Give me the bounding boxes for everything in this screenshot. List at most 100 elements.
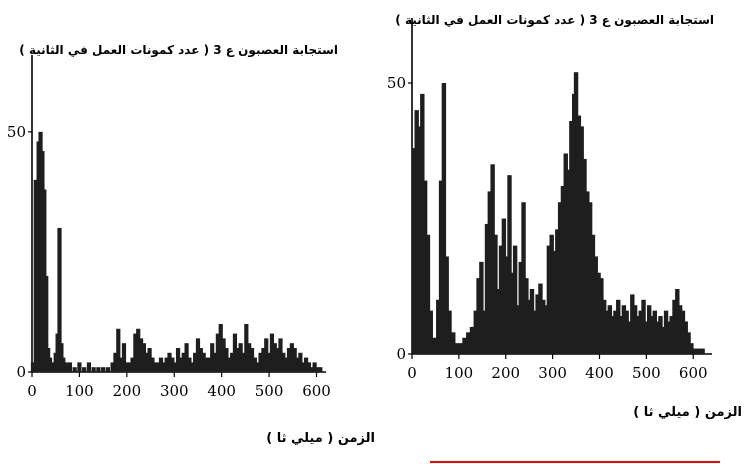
chart-left-bar: [57, 227, 62, 372]
chart-right-bar: [535, 294, 540, 354]
chart-left-bar: [218, 323, 223, 372]
chart-right-bar: [644, 321, 649, 354]
chart-left-bar: [227, 357, 232, 372]
chart-left-x-tick-label: 400: [207, 382, 236, 400]
chart-right-bar: [552, 251, 557, 354]
chart-left-bar: [212, 352, 218, 372]
chart-right-bar: [582, 158, 587, 354]
chart-left-bar: [210, 343, 215, 372]
chart-right-bar: [510, 272, 515, 354]
chart-left-bar: [258, 352, 263, 372]
chart-left-bar: [144, 352, 149, 372]
chart-left-bar: [150, 357, 155, 372]
chart-left-bar: [91, 367, 96, 372]
chart-left-bar: [47, 357, 53, 372]
chart-right-bar: [476, 278, 481, 354]
chart-left-bar: [204, 357, 209, 372]
chart-right-bar: [532, 310, 538, 354]
chart-left-bar: [255, 362, 260, 372]
chart-right-bar: [420, 93, 425, 355]
chart-right-bar: [601, 299, 607, 354]
chart-left-bar: [138, 338, 144, 372]
chart-left-bar: [252, 357, 257, 372]
chart-left-bar: [286, 347, 292, 372]
chart-right-bar: [607, 305, 613, 354]
chart-right-bar: [451, 332, 456, 354]
chart-right-bar: [621, 305, 627, 354]
chart-left-bar: [281, 352, 286, 372]
chart-right-bar: [610, 316, 615, 354]
chart-left-bar: [130, 357, 135, 372]
chart-left-bar: [77, 362, 82, 372]
chart-left-bar: [241, 352, 246, 372]
chart-right-bar: [462, 337, 467, 354]
chart-left-bar: [195, 338, 201, 372]
chart-left-bar: [315, 367, 320, 372]
chart-left-bar: [101, 367, 106, 372]
chart-left-bar: [272, 343, 277, 372]
chart-left-bar: [224, 347, 229, 372]
chart-right-bar: [526, 299, 532, 354]
chart-left-bar: [136, 328, 141, 372]
chart-right-bar: [585, 191, 590, 354]
chart-right-bar: [635, 316, 641, 354]
chart-left-title: استجابة العصبون ع 3 ( عدد كمونات العمل ف…: [19, 43, 338, 58]
chart-right-bar: [417, 126, 422, 354]
chart-right-bar: [560, 186, 566, 354]
chart-left-bar: [215, 333, 220, 372]
chart-left-bar: [64, 362, 69, 372]
chart-right-bar: [632, 305, 638, 354]
chart-right-x-tick-label: 400: [585, 364, 614, 382]
chart-right-bar: [697, 348, 703, 354]
chart-right-bar: [590, 234, 596, 354]
chart-right-bar: [627, 321, 632, 354]
chart-right-bar: [466, 332, 471, 354]
chart-right-bar: [675, 288, 680, 354]
chart-right-bar: [487, 191, 493, 354]
chart-right-x-tick-label: 100: [445, 364, 474, 382]
chart-left-bar: [295, 357, 300, 372]
chart-right-bar: [414, 110, 419, 354]
chart-right-xlabel: الزمن ( ميلي ثا ): [633, 405, 742, 420]
chart-left-bar: [105, 367, 110, 372]
chart-right-bar: [638, 310, 643, 354]
chart-right-bar: [441, 83, 447, 354]
chart-left-bar: [161, 362, 166, 372]
chart-left-bar: [198, 347, 203, 372]
chart-right-bar: [658, 316, 663, 354]
chart-left-bar: [44, 275, 49, 372]
chart-left-bar: [50, 362, 55, 372]
chart-left-bar: [238, 343, 243, 372]
chart-right-bar: [599, 278, 604, 354]
chart-right-bar: [686, 332, 691, 354]
chart-right-bar: [538, 283, 543, 354]
chart-left-bar: [275, 347, 280, 372]
chart-right-bar: [444, 256, 449, 354]
chart-right-bar: [411, 148, 417, 354]
chart-right-y-tick-label: 50: [387, 74, 406, 92]
chart-left-bar: [167, 352, 172, 372]
chart-left-bar: [30, 362, 36, 372]
chart-right-bar: [604, 310, 610, 354]
chart-left-x-tick-label: 600: [302, 382, 331, 400]
chart-left-bar: [156, 362, 161, 372]
chart-right-bar: [563, 153, 568, 354]
chart-right-bar: [663, 310, 669, 354]
chart-left: استجابة العصبون ع 3 ( عدد كمونات العمل ف…: [7, 43, 375, 446]
chart-right-bar: [484, 223, 490, 354]
chart-left-bar: [170, 357, 175, 372]
chart-left-bar: [127, 362, 132, 372]
chart-right-x-tick-label: 0: [407, 364, 417, 382]
chart-right-bar: [677, 305, 683, 354]
chart-left-x-tick-label: 500: [255, 382, 284, 400]
chart-right-bar: [569, 120, 574, 354]
chart-right-x-tick-label: 300: [538, 364, 567, 382]
chart-left-bar: [147, 347, 152, 372]
chart-left-bar: [193, 352, 198, 372]
chart-right-title: استجابة العصبون ع 3 ( عدد كمونات العمل ف…: [395, 13, 714, 28]
chart-right-bar: [555, 229, 560, 354]
chart-right-x-tick-label: 600: [679, 364, 708, 382]
chart-right-bar: [566, 169, 571, 354]
chart-right-bar: [680, 310, 686, 354]
chart-right-bar: [573, 72, 579, 354]
